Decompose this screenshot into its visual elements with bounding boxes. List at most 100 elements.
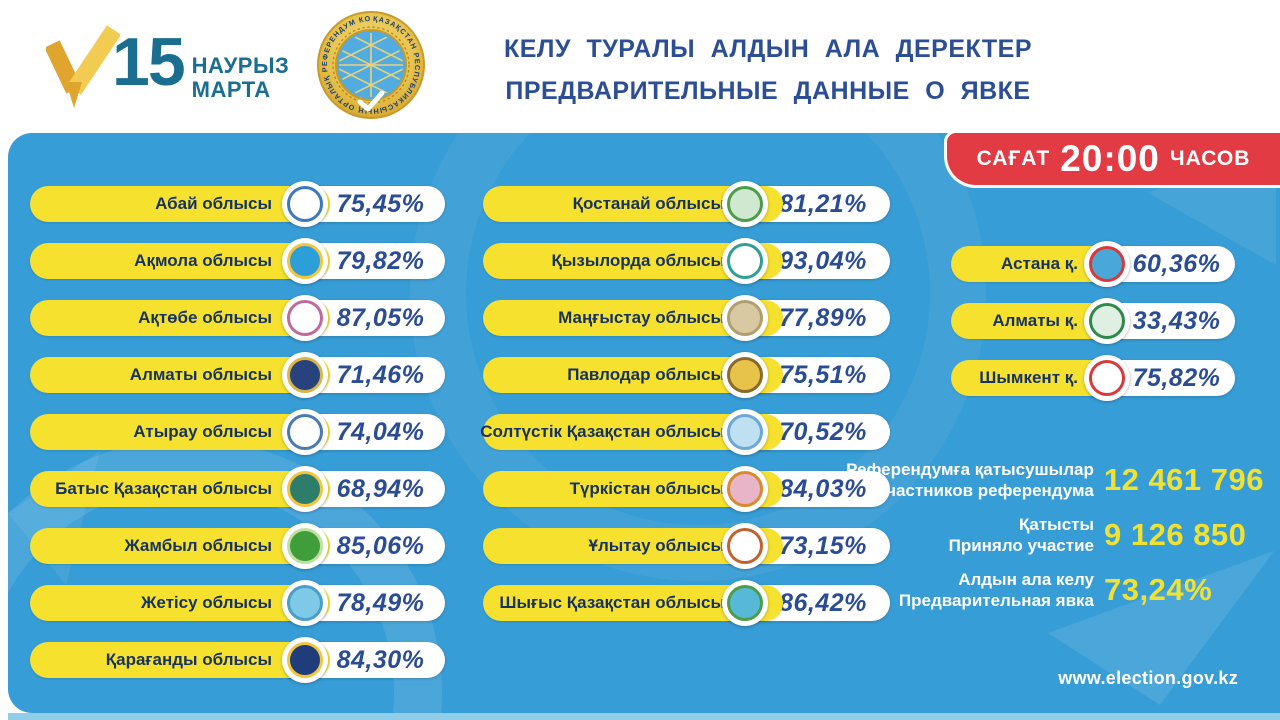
region-name-pill: Алматы облысы <box>30 357 330 393</box>
region-name: Жамбыл облысы <box>124 536 272 555</box>
region-row: 71,46% Алматы облысы <box>30 352 445 398</box>
region-column-2: 81,21% Қостанай облысы 93,04% Қызылорда обл… <box>480 181 890 642</box>
region-name: Шығыс Қазақстан облысы <box>499 593 725 612</box>
time-label-kz: САҒАТ <box>976 147 1051 170</box>
time-label-ru: ЧАСОВ <box>1169 147 1251 170</box>
region-emblem-icon <box>282 295 328 341</box>
logo-number: 15 <box>112 24 186 100</box>
region-emblem-icon <box>722 238 768 284</box>
turnout-value: 84,03% <box>779 474 867 503</box>
region-name: Маңғыстау облысы <box>558 308 725 327</box>
region-emblem-icon <box>282 352 328 398</box>
region-name: Түркістан облысы <box>569 479 725 498</box>
commission-seal-icon: ҚАЗАҚСТАН РЕСПУБЛИКАСЫНЫҢ ОРТАЛЫҚ РЕФЕРЕ… <box>312 3 426 127</box>
page-title: КЕЛУ ТУРАЛЫ АЛДЫН АЛА ДЕРЕКТЕР ПРЕДВАРИТ… <box>478 28 1058 112</box>
region-emblem-icon <box>722 181 768 227</box>
region-name: Қызылорда облысы <box>551 251 725 270</box>
turnout-value: 73,15% <box>779 531 867 560</box>
turnout-value: 87,05% <box>336 303 425 332</box>
region-name: Ұлытау облысы <box>588 536 725 555</box>
region-emblem-icon <box>282 409 328 455</box>
region-row: 75,82% Шымкент қ. <box>951 355 1235 401</box>
turnout-value: 71,46% <box>336 360 425 389</box>
stat-label-ru: Предварительная явка <box>898 591 1094 610</box>
region-name: Қарағанды облысы <box>105 650 272 669</box>
region-name: Алматы облысы <box>129 365 272 384</box>
region-row: 68,94% Батыс Қазақстан облысы <box>30 466 445 512</box>
region-row: 85,06% Жамбыл облысы <box>30 523 445 569</box>
turnout-value: 68,94% <box>336 474 425 503</box>
checkmark-icon <box>46 25 120 108</box>
region-name: Абай облысы <box>155 194 272 213</box>
turnout-value: 86,42% <box>779 588 867 617</box>
turnout-value: 75,51% <box>779 360 867 389</box>
region-row: 79,82% Ақмола облысы <box>30 238 445 284</box>
region-emblem-icon <box>282 181 328 227</box>
turnout-value: 78,49% <box>336 588 425 617</box>
region-name-pill: Жетісу облысы <box>30 585 330 621</box>
turnout-value: 75,45% <box>336 189 425 218</box>
region-row: 93,04% Қызылорда облысы <box>483 238 890 284</box>
region-emblem-icon <box>1084 355 1130 401</box>
region-name: Батыс Қазақстан облысы <box>55 479 272 498</box>
turnout-value: 93,04% <box>779 246 867 275</box>
region-name-pill: Жамбыл облысы <box>30 528 330 564</box>
turnout-value: 81,21% <box>779 189 867 218</box>
region-row: 60,36% Астана қ. <box>951 241 1235 287</box>
region-emblem-icon <box>1084 241 1130 287</box>
region-name-pill: Қарағанды облысы <box>30 642 330 678</box>
turnout-value: 85,06% <box>336 531 425 560</box>
stat-label-kz: Қатысты <box>1019 515 1094 534</box>
region-name: Ақмола облысы <box>134 251 272 270</box>
region-name: Астана қ. <box>1001 254 1078 273</box>
region-emblem-icon <box>282 580 328 626</box>
turnout-value: 77,89% <box>779 303 867 332</box>
region-emblem-icon <box>722 295 768 341</box>
region-emblem-icon <box>282 523 328 569</box>
region-emblem-icon <box>722 352 768 398</box>
bottom-strip <box>8 713 1280 720</box>
region-row: 86,42% Шығыс Қазақстан облысы <box>483 580 890 626</box>
turnout-value: 84,30% <box>336 645 425 674</box>
region-emblem-icon <box>722 523 768 569</box>
region-row: 84,03% Түркістан облысы <box>483 466 890 512</box>
region-row: 75,51% Павлодар облысы <box>483 352 890 398</box>
region-name: Қостанай облысы <box>572 194 725 213</box>
region-name-pill: Ақтөбе облысы <box>30 300 330 336</box>
stat-label-ru: Участников референдума <box>875 481 1094 500</box>
region-name-pill: Батыс Қазақстан облысы <box>30 471 330 507</box>
city-column: 60,36% Астана қ. 33,43% Алматы қ. 75,82% Шымк… <box>951 241 1235 417</box>
turnout-value: 75,82% <box>1132 363 1221 392</box>
region-name-pill: Атырау облысы <box>30 414 330 450</box>
region-emblem-icon <box>722 466 768 512</box>
region-row: 78,49% Жетісу облысы <box>30 580 445 626</box>
logo-words: НАУРЫЗ МАРТА <box>191 53 290 102</box>
region-emblem-icon <box>1084 298 1130 344</box>
region-column-1: 75,45% Абай облысы 79,82% Ақмола облысы 87,0… <box>30 181 445 699</box>
region-emblem-icon <box>282 238 328 284</box>
turnout-value: 33,43% <box>1132 306 1221 335</box>
region-row: 33,43% Алматы қ. <box>951 298 1235 344</box>
region-row: 77,89% Маңғыстау облысы <box>483 295 890 341</box>
stat-value: 9 126 850 <box>1104 517 1247 552</box>
stat-value: 73,24% <box>1104 572 1213 607</box>
stat-label-ru: Приняло участие <box>948 536 1094 555</box>
stat-voted: Қатысты Приняло участие 9 126 850 <box>730 513 1264 557</box>
region-name: Ақтөбе облысы <box>138 308 272 327</box>
website-url: www.election.gov.kz <box>1058 668 1238 688</box>
region-name: Солтүстік Қазақстан облысы <box>480 422 725 441</box>
region-emblem-icon <box>282 637 328 683</box>
region-name-pill: Ақмола облысы <box>30 243 330 279</box>
region-row: 87,05% Ақтөбе облысы <box>30 295 445 341</box>
region-row: 75,45% Абай облысы <box>30 181 445 227</box>
logo-15-march: 15 НАУРЫЗ МАРТА <box>46 24 289 110</box>
stat-value: 12 461 796 <box>1103 462 1264 497</box>
turnout-value: 60,36% <box>1132 249 1221 278</box>
region-row: 74,04% Атырау облысы <box>30 409 445 455</box>
region-row: 81,21% Қостанай облысы <box>483 181 890 227</box>
region-name: Павлодар облысы <box>567 365 725 384</box>
region-row: 84,30% Қарағанды облысы <box>30 637 445 683</box>
region-name: Шымкент қ. <box>979 368 1078 387</box>
turnout-value: 79,82% <box>336 246 425 275</box>
